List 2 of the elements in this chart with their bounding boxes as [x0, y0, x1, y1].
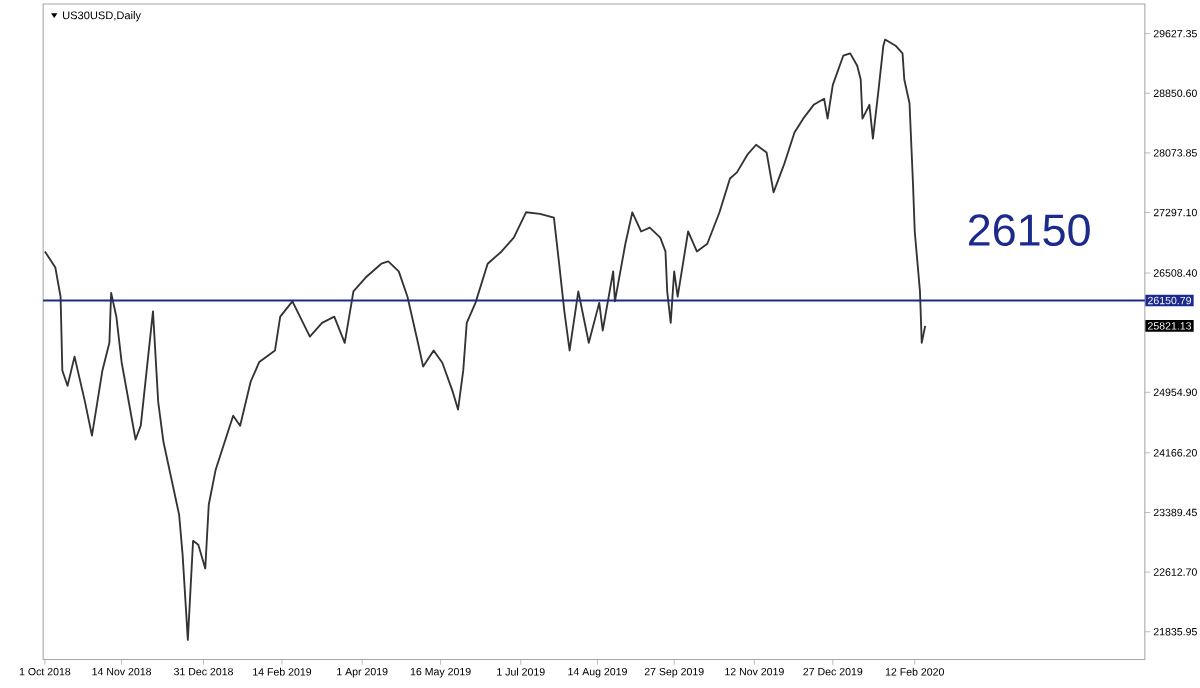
line-series: [43, 39, 927, 642]
annotation: 26150: [969, 214, 1090, 247]
